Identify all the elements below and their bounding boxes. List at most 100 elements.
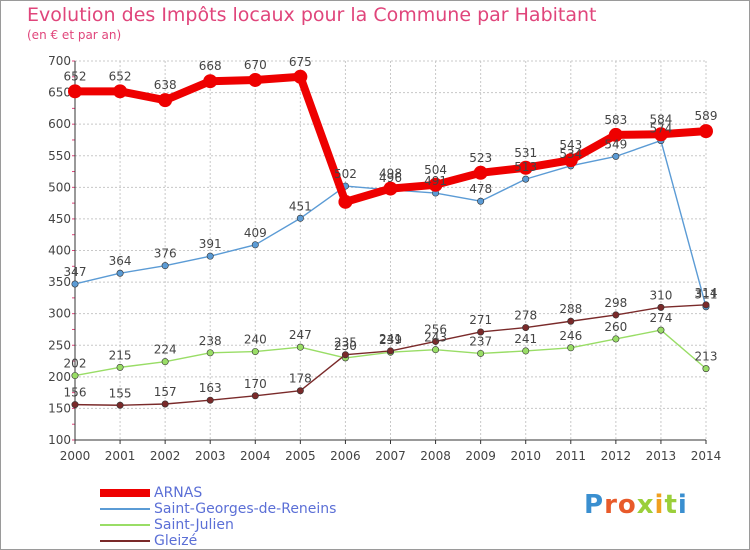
data-label-gleize-2000: 156 <box>64 386 87 400</box>
x-tick-label-2002: 2002 <box>150 449 181 463</box>
point-arnas-2009 <box>473 165 488 180</box>
data-label-saint-julien-2003: 238 <box>199 334 222 348</box>
data-label-saint-georges-de-reneins-2012: 549 <box>604 137 627 151</box>
point-arnas-2007 <box>383 181 398 196</box>
data-label-arnas-2005: 675 <box>289 55 312 69</box>
point-saint-julien-2004 <box>251 348 259 356</box>
data-label-arnas-2009: 523 <box>469 151 492 165</box>
point-saint-julien-2011 <box>567 344 575 352</box>
data-label-saint-julien-2001: 215 <box>109 348 132 362</box>
point-arnas-2012 <box>608 127 623 142</box>
y-tick-label-550: 550 <box>48 149 71 163</box>
point-saint-georges-de-reneins-2002 <box>161 262 169 270</box>
x-tick-label-2009: 2009 <box>465 449 496 463</box>
data-label-gleize-2014: 314 <box>695 286 718 300</box>
point-arnas-2010 <box>518 160 533 175</box>
legend-swatch-gleize <box>100 540 150 542</box>
data-labels-layer: 202 215 224 238 240 247 230 239 243 237 241 246 260 2… <box>64 55 718 400</box>
point-saint-julien-2003 <box>206 349 214 357</box>
point-gleize-2010 <box>522 324 530 332</box>
point-gleize-2012 <box>612 311 620 319</box>
legend-label-arnas: ARNAS <box>154 485 203 501</box>
point-saint-georges-de-reneins-2001 <box>116 269 124 277</box>
data-label-saint-georges-de-reneins-2001: 364 <box>109 254 132 268</box>
point-saint-georges-de-reneins-2000 <box>71 280 79 288</box>
chart-subtitle: (en € et par an) <box>27 28 122 42</box>
data-label-saint-georges-de-reneins-2003: 391 <box>199 237 222 251</box>
legend-item-saint-julien: Saint-Julien <box>100 517 336 533</box>
legend-swatch-saint-julien <box>100 524 150 526</box>
data-label-arnas-2003: 668 <box>199 59 222 73</box>
point-saint-julien-2013 <box>657 326 665 334</box>
point-arnas-2014 <box>699 124 713 139</box>
point-saint-julien-2005 <box>296 343 304 351</box>
point-arnas-2002 <box>158 93 173 108</box>
data-label-saint-georges-de-reneins-2006: 502 <box>334 167 357 181</box>
point-saint-georges-de-reneins-2009 <box>477 197 485 205</box>
data-label-arnas-2012: 583 <box>604 113 627 127</box>
data-label-saint-julien-2008: 243 <box>424 331 447 345</box>
point-saint-georges-de-reneins-2005 <box>296 214 304 222</box>
point-saint-julien-2009 <box>477 349 485 357</box>
y-tick-label-300: 300 <box>48 307 71 321</box>
point-gleize-2013 <box>657 303 665 311</box>
point-gleize-2004 <box>251 392 259 400</box>
x-tick-label-2006: 2006 <box>330 449 361 463</box>
x-tick-label-2007: 2007 <box>375 449 406 463</box>
legend-label-gleize: Gleizé <box>154 533 198 549</box>
data-label-arnas-2004: 670 <box>244 58 267 72</box>
point-gleize-2002 <box>161 400 169 408</box>
point-saint-julien-2010 <box>522 347 530 355</box>
legend-swatch-saint-georges <box>100 508 150 510</box>
y-tick-label-450: 450 <box>48 212 71 226</box>
data-label-gleize-2002: 157 <box>154 385 177 399</box>
point-arnas-2008 <box>428 177 443 192</box>
data-label-gleize-2011: 288 <box>559 302 582 316</box>
data-label-arnas-2001: 652 <box>109 69 132 83</box>
axis-layer: 1001502002503003504004505005506006507002… <box>48 54 721 463</box>
legend: ARNAS Saint-Georges-de-Reneins Saint-Jul… <box>100 485 336 549</box>
data-label-saint-georges-de-reneins-2004: 409 <box>244 226 267 240</box>
data-label-saint-julien-2013: 274 <box>649 311 672 325</box>
y-tick-label-150: 150 <box>48 401 71 415</box>
data-label-arnas-2002: 638 <box>154 78 177 92</box>
data-label-saint-georges-de-reneins-2014: 311 <box>695 288 718 302</box>
data-label-saint-julien-2004: 240 <box>244 333 267 347</box>
legend-item-saint-georges: Saint-Georges-de-Reneins <box>100 501 336 517</box>
data-label-arnas-2000: 652 <box>64 69 87 83</box>
x-tick-label-2008: 2008 <box>420 449 451 463</box>
legend-item-gleize: Gleizé <box>100 533 336 549</box>
data-label-arnas-2011: 543 <box>559 138 582 152</box>
x-tick-label-2005: 2005 <box>285 449 316 463</box>
point-arnas-2004 <box>248 72 263 87</box>
data-label-gleize-2008: 256 <box>424 322 447 336</box>
point-saint-georges-de-reneins-2003 <box>206 252 214 260</box>
data-label-arnas-2008: 504 <box>424 163 447 177</box>
lines-layer <box>68 69 713 409</box>
point-saint-georges-de-reneins-2004 <box>251 241 259 249</box>
data-label-arnas-2014: 589 <box>695 109 718 123</box>
x-tick-label-2004: 2004 <box>240 449 271 463</box>
data-label-gleize-2007: 241 <box>379 332 402 346</box>
point-gleize-2011 <box>567 317 575 325</box>
x-tick-label-2003: 2003 <box>195 449 226 463</box>
y-tick-label-650: 650 <box>48 86 71 100</box>
data-label-saint-julien-2007: 239 <box>379 333 402 347</box>
point-gleize-2001 <box>116 401 124 409</box>
point-gleize-2007 <box>386 347 394 355</box>
point-arnas-2003 <box>203 74 218 89</box>
point-arnas-2006 <box>338 194 353 209</box>
data-label-saint-georges-de-reneins-2011: 534 <box>559 147 582 161</box>
point-arnas-2001 <box>113 84 128 99</box>
data-label-saint-julien-2010: 241 <box>514 332 537 346</box>
legend-swatch-arnas <box>100 489 150 497</box>
data-label-saint-georges-de-reneins-2013: 574 <box>649 122 672 136</box>
data-label-gleize-2010: 278 <box>514 309 537 323</box>
point-arnas-2011 <box>563 153 578 168</box>
data-label-gleize-2009: 271 <box>469 313 492 327</box>
point-arnas-2005 <box>293 69 308 84</box>
point-saint-georges-de-reneins-2010 <box>522 175 530 183</box>
y-tick-label-200: 200 <box>48 370 71 384</box>
point-saint-georges-de-reneins-2012 <box>612 152 620 160</box>
